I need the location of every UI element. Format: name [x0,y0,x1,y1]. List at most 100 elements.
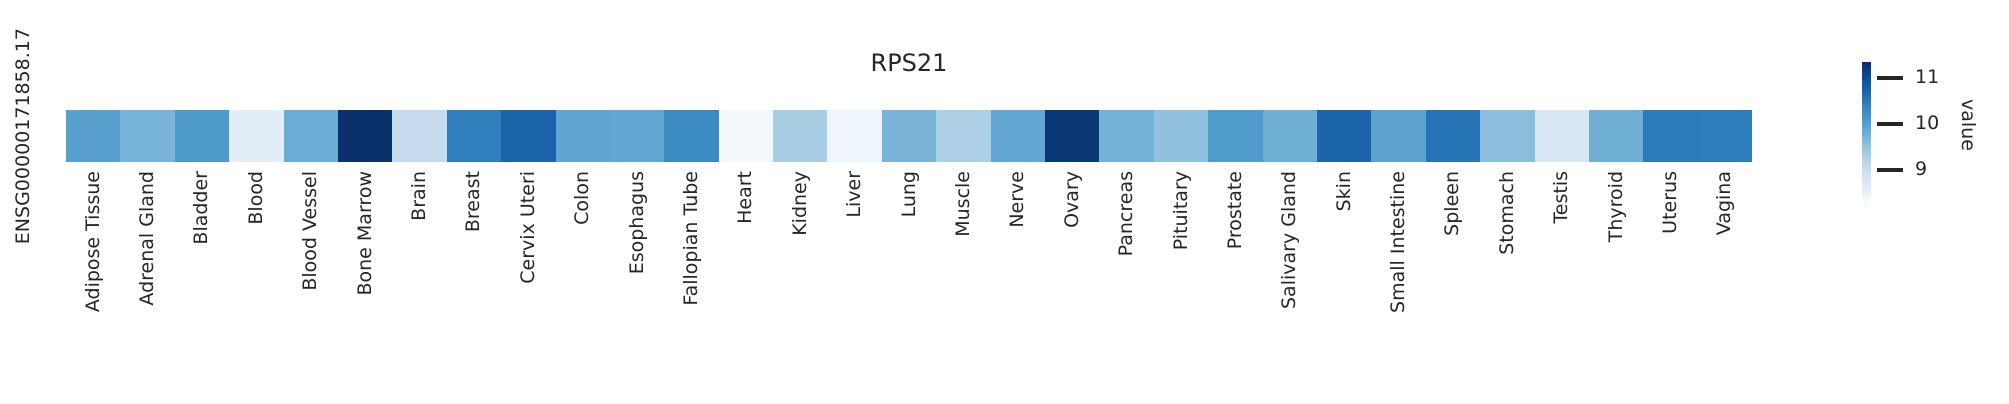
heatmap-cell-bone-marrow [337,110,393,162]
heatmap-cell-fallopian-tube [664,110,719,162]
x-tick-label-text: Nerve [1006,171,1029,228]
x-tick-label-text: Colon [571,171,594,225]
x-tick-label-blood-vessel: Blood Vessel [284,171,338,336]
x-tick-label-text: Testis [1550,171,1573,224]
x-tick-label-vagina: Vagina [1698,171,1752,336]
x-tick-label-thyroid: Thyroid [1589,171,1643,336]
heatmap-cell-ovary [1045,110,1100,162]
x-tick-label-text: Blood [244,171,267,225]
x-tick-label-muscle: Muscle [936,171,990,336]
heatmap-cell-heart [718,110,774,162]
heatmap-cell-stomach [1480,110,1535,162]
x-tick-label-ovary: Ovary [1045,171,1099,336]
x-tick-label-text: Muscle [951,171,974,237]
heatmap-cell-muscle [936,110,991,162]
x-tick-label-text: Heart [734,171,757,224]
heatmap-cell-blood-vessel [283,110,338,162]
x-tick-label-text: Skin [1332,171,1355,212]
y-axis-label-wrap: ENSG00000171858.17 [12,0,34,272]
heatmap-cell-adrenal-gland [120,110,175,162]
x-tick-label-pancreas: Pancreas [1099,171,1153,336]
heatmap-cell-breast [446,110,502,162]
x-tick-label-text: Spleen [1441,171,1464,236]
heatmap-cell-colon [555,110,610,162]
x-tick-label-nerve: Nerve [991,171,1045,336]
x-tick-label-text: Kidney [788,171,811,236]
heatmap-cell-bladder [174,110,230,162]
x-tick-label-heart: Heart [719,171,773,336]
colorbar-tick-mark [1877,122,1903,126]
x-tick-label-text: Prostate [1223,171,1246,250]
x-tick-label-text: Bladder [190,171,213,245]
heatmap-cell-pancreas [1099,110,1154,162]
heatmap-cell-lung [881,110,937,162]
x-tick-label-bone-marrow: Bone Marrow [338,171,392,336]
x-tick-label-colon: Colon [556,171,610,336]
x-tick-label-spleen: Spleen [1426,171,1480,336]
x-tick-label-uterus: Uterus [1643,171,1697,336]
heatmap-cell-esophagus [609,110,665,162]
x-tick-label-text: Fallopian Tube [679,171,702,306]
x-tick-label-liver: Liver [827,171,881,336]
colorbar-gradient [1862,62,1871,209]
x-tick-label-adrenal-gland: Adrenal Gland [120,171,174,336]
heatmap-cell-testis [1534,110,1589,162]
colorbar-tick-label: 11 [1915,66,1940,88]
x-tick-label-stomach: Stomach [1480,171,1534,336]
x-tick-label-fallopian-tube: Fallopian Tube [664,171,718,336]
x-tick-label-text: Brain [408,171,431,221]
colorbar-tick-mark [1877,76,1903,80]
x-tick-label-text: Blood Vessel [299,171,322,291]
x-tick-label-text: Pituitary [1169,171,1192,251]
colorbar-tick-mark [1877,168,1903,172]
x-tick-label-testis: Testis [1535,171,1589,336]
heatmap-cell-brain [392,110,447,162]
x-tick-label-adipose-tissue: Adipose Tissue [66,171,120,336]
x-tick-label-text: Esophagus [625,171,648,275]
chart-title: RPS21 [870,49,948,77]
x-tick-label-text: Stomach [1495,171,1518,255]
heatmap-cell-pituitary [1153,110,1209,162]
x-tick-label-text: Bone Marrow [353,171,376,296]
heatmap-row [66,110,1753,162]
x-tick-label-text: Adrenal Gland [136,171,159,306]
heatmap-cell-adipose-tissue [66,110,121,162]
x-tick-label-cervix-uteri: Cervix Uteri [501,171,555,336]
x-tick-label-text: Vagina [1713,171,1736,236]
heatmap-cell-small-intestine [1371,110,1426,162]
x-tick-label-text: Breast [462,171,485,233]
x-tick-label-text: Lung [897,171,920,218]
heatmap-cell-nerve [990,110,1046,162]
x-tick-label-prostate: Prostate [1208,171,1262,336]
colorbar-axis-label: value [1957,99,1979,151]
colorbar-tick-label: 10 [1915,112,1940,134]
heatmap-cell-uterus [1643,110,1698,162]
heatmap-cell-blood [229,110,284,162]
x-tick-label-text: Thyroid [1604,171,1627,243]
x-tick-label-text: Cervix Uteri [516,171,539,284]
x-tick-label-skin: Skin [1317,171,1371,336]
x-tick-labels: Adipose Tissue Adrenal Gland Bladder Blood B… [66,171,1752,336]
x-tick-label-salivary-gland: Salivary Gland [1263,171,1317,336]
colorbar-label-wrap: value [1957,62,1979,188]
x-tick-label-text: Pancreas [1115,171,1138,257]
x-tick-label-text: Ovary [1060,171,1083,228]
x-tick-label-blood: Blood [229,171,283,336]
heatmap-cell-liver [827,110,882,162]
x-tick-label-breast: Breast [447,171,501,336]
x-tick-label-bladder: Bladder [175,171,229,336]
heatmap-cell-salivary-gland [1262,110,1317,162]
x-tick-label-kidney: Kidney [773,171,827,336]
x-tick-label-text: Salivary Gland [1278,171,1301,309]
heatmap-cell-vagina [1697,110,1753,162]
x-tick-label-brain: Brain [392,171,446,336]
x-tick-label-small-intestine: Small Intestine [1371,171,1425,336]
heatmap-cell-cervix-uteri [501,110,556,162]
heatmap-cell-skin [1316,110,1372,162]
x-tick-label-text: Adipose Tissue [81,171,104,313]
heatmap-cell-thyroid [1588,110,1644,162]
heatmap-cell-prostate [1208,110,1263,162]
x-tick-label-text: Liver [843,171,866,218]
x-tick-label-esophagus: Esophagus [610,171,664,336]
